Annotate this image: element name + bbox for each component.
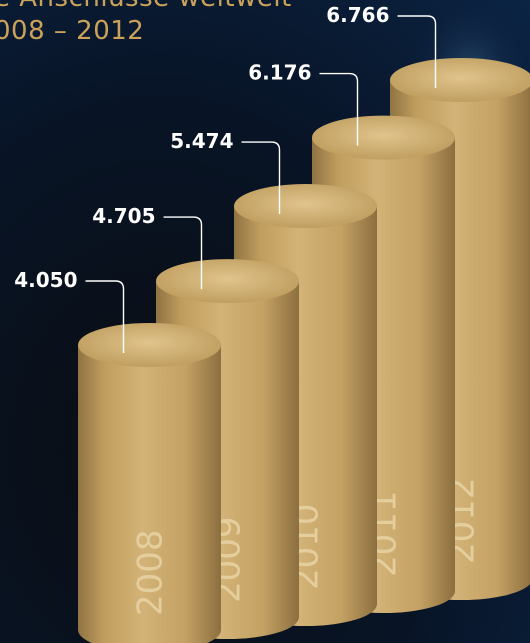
cylinder-top-2012 — [390, 58, 530, 102]
value-leader-line-2010 — [241, 141, 281, 215]
data-label-2009: 4.705 — [92, 204, 155, 228]
data-label-2008: 4.050 — [14, 268, 77, 292]
x-tick-label-2008: 2008 — [131, 529, 171, 616]
data-label-2011: 6.176 — [248, 61, 311, 85]
chart-subtitle: 008 – 2012 — [0, 16, 145, 46]
cylinder-top-2008 — [78, 323, 221, 367]
value-leader-line-2012 — [397, 15, 437, 88]
bar-cylinder-2008: 2008 4.050 — [14, 268, 221, 643]
data-label-2012: 6.766 — [326, 3, 389, 27]
cylinder-top-2011 — [312, 115, 455, 160]
data-label-2010: 5.474 — [170, 129, 233, 153]
value-leader-line-2009 — [163, 216, 203, 290]
cylinder-top-2010 — [234, 184, 377, 229]
cylinder-top-2009 — [156, 259, 299, 304]
value-leader-line-2008 — [85, 280, 125, 353]
chart-title: e Anschlüsse weltweit — [0, 0, 292, 13]
cylinder-body-2008 — [78, 345, 221, 643]
value-leader-line-2011 — [319, 72, 359, 146]
